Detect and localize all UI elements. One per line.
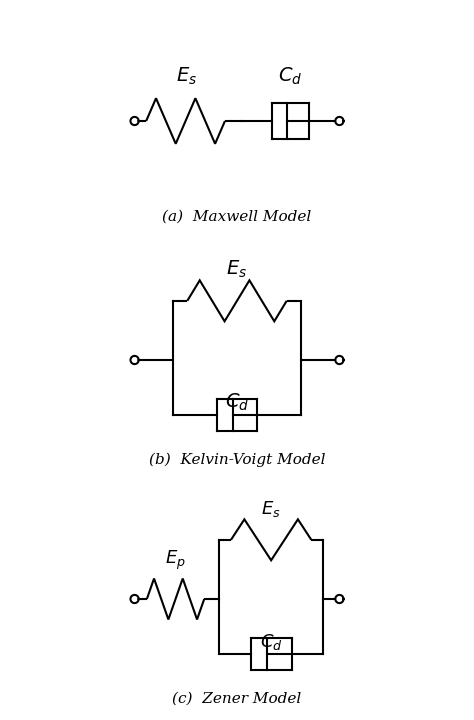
Text: $E_s$: $E_s$ (261, 500, 281, 519)
Text: (b)  Kelvin-Voigt Model: (b) Kelvin-Voigt Model (149, 453, 325, 467)
Text: $E_p$: $E_p$ (165, 549, 186, 572)
Text: $C_d$: $C_d$ (260, 632, 283, 652)
Text: $E_s$: $E_s$ (176, 66, 198, 87)
Text: $E_s$: $E_s$ (227, 259, 247, 280)
Text: (c)  Zener Model: (c) Zener Model (173, 692, 301, 706)
Text: $C_d$: $C_d$ (225, 392, 249, 413)
Text: (a)  Maxwell Model: (a) Maxwell Model (163, 210, 311, 223)
Text: $C_d$: $C_d$ (278, 66, 302, 87)
